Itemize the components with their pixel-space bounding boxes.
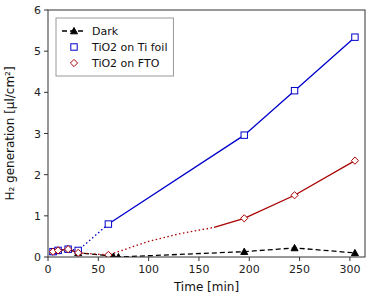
series-line (214, 161, 355, 228)
point (75, 249, 82, 256)
legend: Dark TiO2 on Ti foil TiO2 on FTO (56, 18, 173, 76)
chart: 0 50 100 150 200 250 300 0 1 2 3 4 5 6 Time [min] H₂ ge… (0, 0, 375, 297)
legend-marker (70, 59, 77, 66)
x-axis-label: Time [min] (173, 280, 239, 294)
point (291, 87, 297, 93)
y-tick-label: 4 (34, 86, 41, 99)
point (105, 251, 112, 257)
series-line (53, 248, 355, 257)
plot-background (48, 10, 365, 257)
point (291, 192, 298, 199)
point (351, 249, 358, 255)
legend-box (56, 18, 173, 76)
x-tick (148, 257, 149, 261)
y-tick (44, 257, 48, 258)
point (351, 157, 358, 164)
legend-label: TiO2 on FTO (91, 57, 160, 70)
point (105, 221, 111, 227)
y-tick (44, 92, 48, 93)
y-tick (44, 51, 48, 52)
x-tick-label: 150 (188, 263, 209, 276)
legend-label: Dark (92, 25, 119, 38)
x-tick-label: 100 (138, 263, 159, 276)
point (65, 246, 72, 252)
point (55, 247, 62, 253)
point (65, 246, 72, 253)
x-tick (349, 257, 350, 261)
y-tick (44, 215, 48, 216)
y-tick-label: 0 (34, 251, 41, 264)
series-line (78, 227, 214, 255)
y-tick-label: 3 (34, 128, 41, 141)
x-tick (249, 257, 250, 261)
point (352, 34, 358, 40)
y-axis-label: H₂ generation [μl/cm²] (3, 66, 17, 200)
x-tick (98, 257, 99, 261)
plot-frame (48, 10, 365, 257)
legend-label: TiO2 on Ti foil (91, 41, 167, 54)
y-tick (44, 10, 48, 11)
point (241, 215, 248, 222)
point (241, 132, 247, 138)
y-tick-label: 1 (34, 210, 41, 223)
y-tick-label: 5 (34, 45, 41, 58)
y-tick (44, 133, 48, 134)
x-tick-label: 250 (289, 263, 310, 276)
x-tick-label: 0 (45, 263, 52, 276)
point (291, 244, 298, 250)
y-tick-label: 6 (34, 4, 41, 17)
legend-marker (71, 28, 78, 34)
plot-area (49, 34, 358, 257)
x-tick-label: 50 (91, 263, 105, 276)
point (115, 254, 122, 258)
point (54, 247, 61, 254)
point (105, 252, 112, 257)
x-tick (48, 257, 49, 261)
x-tick-label: 300 (339, 263, 360, 276)
x-tick (299, 257, 300, 261)
x-tick-label: 200 (239, 263, 260, 276)
x-tick (198, 257, 199, 261)
point (65, 246, 71, 252)
y-tick-label: 2 (34, 169, 41, 182)
y-tick (44, 174, 48, 175)
legend-marker (71, 44, 77, 50)
point (241, 248, 248, 254)
